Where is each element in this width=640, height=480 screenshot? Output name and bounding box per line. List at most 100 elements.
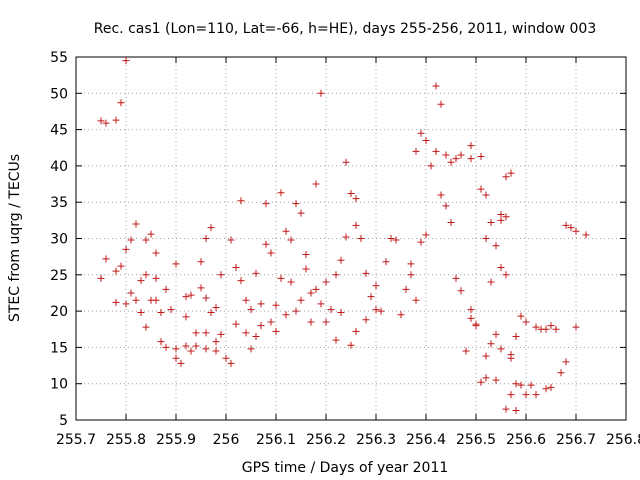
data-point <box>502 213 510 221</box>
data-point <box>362 316 370 324</box>
data-point <box>262 200 270 208</box>
data-point <box>352 221 360 229</box>
data-point <box>227 236 235 244</box>
data-point <box>517 381 525 389</box>
data-point <box>297 209 305 217</box>
data-point <box>312 180 320 188</box>
data-point <box>102 119 110 127</box>
data-point <box>187 291 195 299</box>
data-points <box>97 57 590 415</box>
data-point <box>477 378 485 386</box>
data-point <box>287 236 295 244</box>
data-point <box>442 202 450 210</box>
data-point <box>112 116 120 124</box>
data-point <box>502 405 510 413</box>
data-point <box>242 296 250 304</box>
data-point <box>152 296 160 304</box>
data-point <box>387 235 395 242</box>
data-point <box>522 391 530 399</box>
data-point <box>487 219 495 227</box>
data-point <box>327 306 335 314</box>
data-point <box>167 306 175 314</box>
data-point <box>332 271 340 279</box>
data-point <box>97 274 105 282</box>
x-tick-labels: 255.7 255.8 255.9 256 256.1 256.2 256.3 256.4 25… <box>56 432 640 448</box>
data-point <box>332 336 340 344</box>
data-point <box>292 307 300 315</box>
data-point <box>472 322 480 330</box>
data-point <box>502 173 510 181</box>
data-point <box>237 277 245 285</box>
data-point <box>427 162 435 170</box>
y-axis-label: STEC from uqrg / TECUs <box>7 154 23 322</box>
y-tick-label: 30 <box>50 232 68 248</box>
data-point <box>132 296 140 304</box>
grid-lines <box>76 57 626 420</box>
data-point <box>482 235 490 242</box>
data-point <box>307 289 315 297</box>
data-point <box>347 341 355 349</box>
data-point <box>142 323 150 331</box>
data-point <box>352 195 360 203</box>
data-point <box>377 307 385 315</box>
data-point <box>232 264 240 272</box>
x-tick-label: 256.4 <box>406 432 446 448</box>
data-point <box>512 333 520 341</box>
y-tick-label: 35 <box>50 195 68 211</box>
data-point <box>162 343 170 351</box>
data-point <box>517 312 525 320</box>
y-tick-label: 5 <box>59 413 68 429</box>
data-point <box>442 151 450 159</box>
data-point <box>122 57 130 65</box>
data-point <box>492 242 500 250</box>
data-point <box>497 264 505 272</box>
data-point <box>97 117 105 125</box>
data-point <box>447 158 455 166</box>
data-point <box>172 354 180 362</box>
data-point <box>477 152 485 160</box>
data-point <box>172 260 180 268</box>
data-point <box>402 285 410 293</box>
plot-frame <box>75 56 627 421</box>
data-point <box>272 327 280 335</box>
data-point <box>212 338 220 346</box>
data-point <box>262 240 270 248</box>
x-tick-label: 255.9 <box>156 432 196 448</box>
data-point <box>237 197 245 205</box>
data-point <box>542 325 550 333</box>
data-point <box>212 347 220 355</box>
data-point <box>407 260 415 268</box>
data-point <box>117 99 125 107</box>
data-point <box>547 383 555 391</box>
data-point <box>382 258 390 266</box>
data-point <box>542 385 550 393</box>
data-point <box>227 359 235 367</box>
data-point <box>482 374 490 382</box>
data-point <box>562 358 570 366</box>
data-point <box>302 265 310 273</box>
data-point <box>157 309 165 317</box>
data-point <box>567 224 575 232</box>
data-point <box>512 407 520 415</box>
y-tick-label: 40 <box>50 159 68 175</box>
data-point <box>452 274 460 282</box>
data-point <box>257 300 265 308</box>
data-point <box>312 285 320 293</box>
data-point <box>297 296 305 304</box>
data-point <box>417 238 425 246</box>
data-point <box>497 345 505 353</box>
data-point <box>277 274 285 282</box>
data-point <box>122 300 130 308</box>
data-point <box>507 391 515 399</box>
x-tick-label: 256.2 <box>306 432 346 448</box>
data-point <box>192 342 200 350</box>
x-axis-label: GPS time / Days of year 2011 <box>242 460 449 476</box>
data-point <box>467 306 475 314</box>
data-point <box>582 231 590 239</box>
data-point <box>197 284 205 292</box>
data-point <box>137 309 145 317</box>
x-tick-label: 256.6 <box>506 432 546 448</box>
data-point <box>532 323 540 331</box>
data-point <box>432 147 440 155</box>
data-point <box>412 147 420 155</box>
